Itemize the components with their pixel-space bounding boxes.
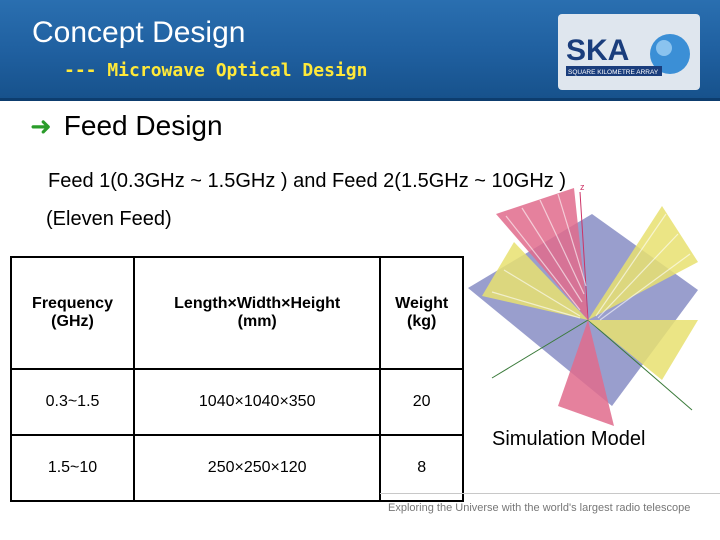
header-weight: Weight (kg) (379, 256, 464, 370)
logo-tagline: SQUARE KILOMETRE ARRAY (568, 69, 659, 76)
logo-text: SKA (566, 34, 629, 67)
bullet-feed-design: ➜ Feed Design (30, 110, 223, 142)
footer-tagline: Exploring the Universe with the world's … (388, 502, 691, 514)
table-row: 0.3~1.5 1040×1040×350 20 (9, 368, 464, 436)
header-frequency-label: Frequency (32, 295, 113, 312)
slide-subtitle: --- Microwave Optical Design (64, 60, 368, 81)
simulation-model-label: Simulation Model (492, 428, 646, 450)
header-dimensions-unit: (mm) (237, 313, 277, 330)
header-frequency: Frequency (GHz) (9, 256, 136, 370)
cell-dimensions: 250×250×120 (133, 434, 382, 502)
ska-logo: SKA SQUARE KILOMETRE ARRAY (558, 14, 700, 90)
header-rule (0, 98, 720, 101)
cell-weight: 8 (379, 434, 464, 502)
header-weight-unit: (kg) (407, 313, 437, 330)
arrow-right-icon: ➜ (30, 110, 52, 141)
header-frequency-unit: (GHz) (51, 313, 94, 330)
cell-dimensions: 1040×1040×350 (133, 368, 382, 436)
cell-frequency: 0.3~1.5 (9, 368, 136, 436)
simulation-model-image: z (468, 182, 698, 426)
header-weight-label: Weight (395, 295, 449, 312)
slide-title: Concept Design (32, 16, 246, 49)
feed-description: Feed 1(0.3GHz ~ 1.5GHz ) and Feed 2(1.5G… (48, 170, 567, 192)
table-header-row: Frequency (GHz) Length×Width×Height (mm)… (9, 256, 464, 370)
cell-frequency: 1.5~10 (9, 434, 136, 502)
table-row: 1.5~10 250×250×120 8 (9, 434, 464, 502)
feed-spec-table: Frequency (GHz) Length×Width×Height (mm)… (9, 256, 464, 502)
cell-weight: 20 (379, 368, 464, 436)
bullet-text: Feed Design (63, 110, 223, 141)
header-dimensions-label: Length×Width×Height (174, 295, 341, 312)
feed-type: (Eleven Feed) (46, 208, 172, 230)
header-dimensions: Length×Width×Height (mm) (133, 256, 382, 370)
svg-text:z: z (580, 182, 585, 192)
footer-divider (380, 493, 720, 494)
